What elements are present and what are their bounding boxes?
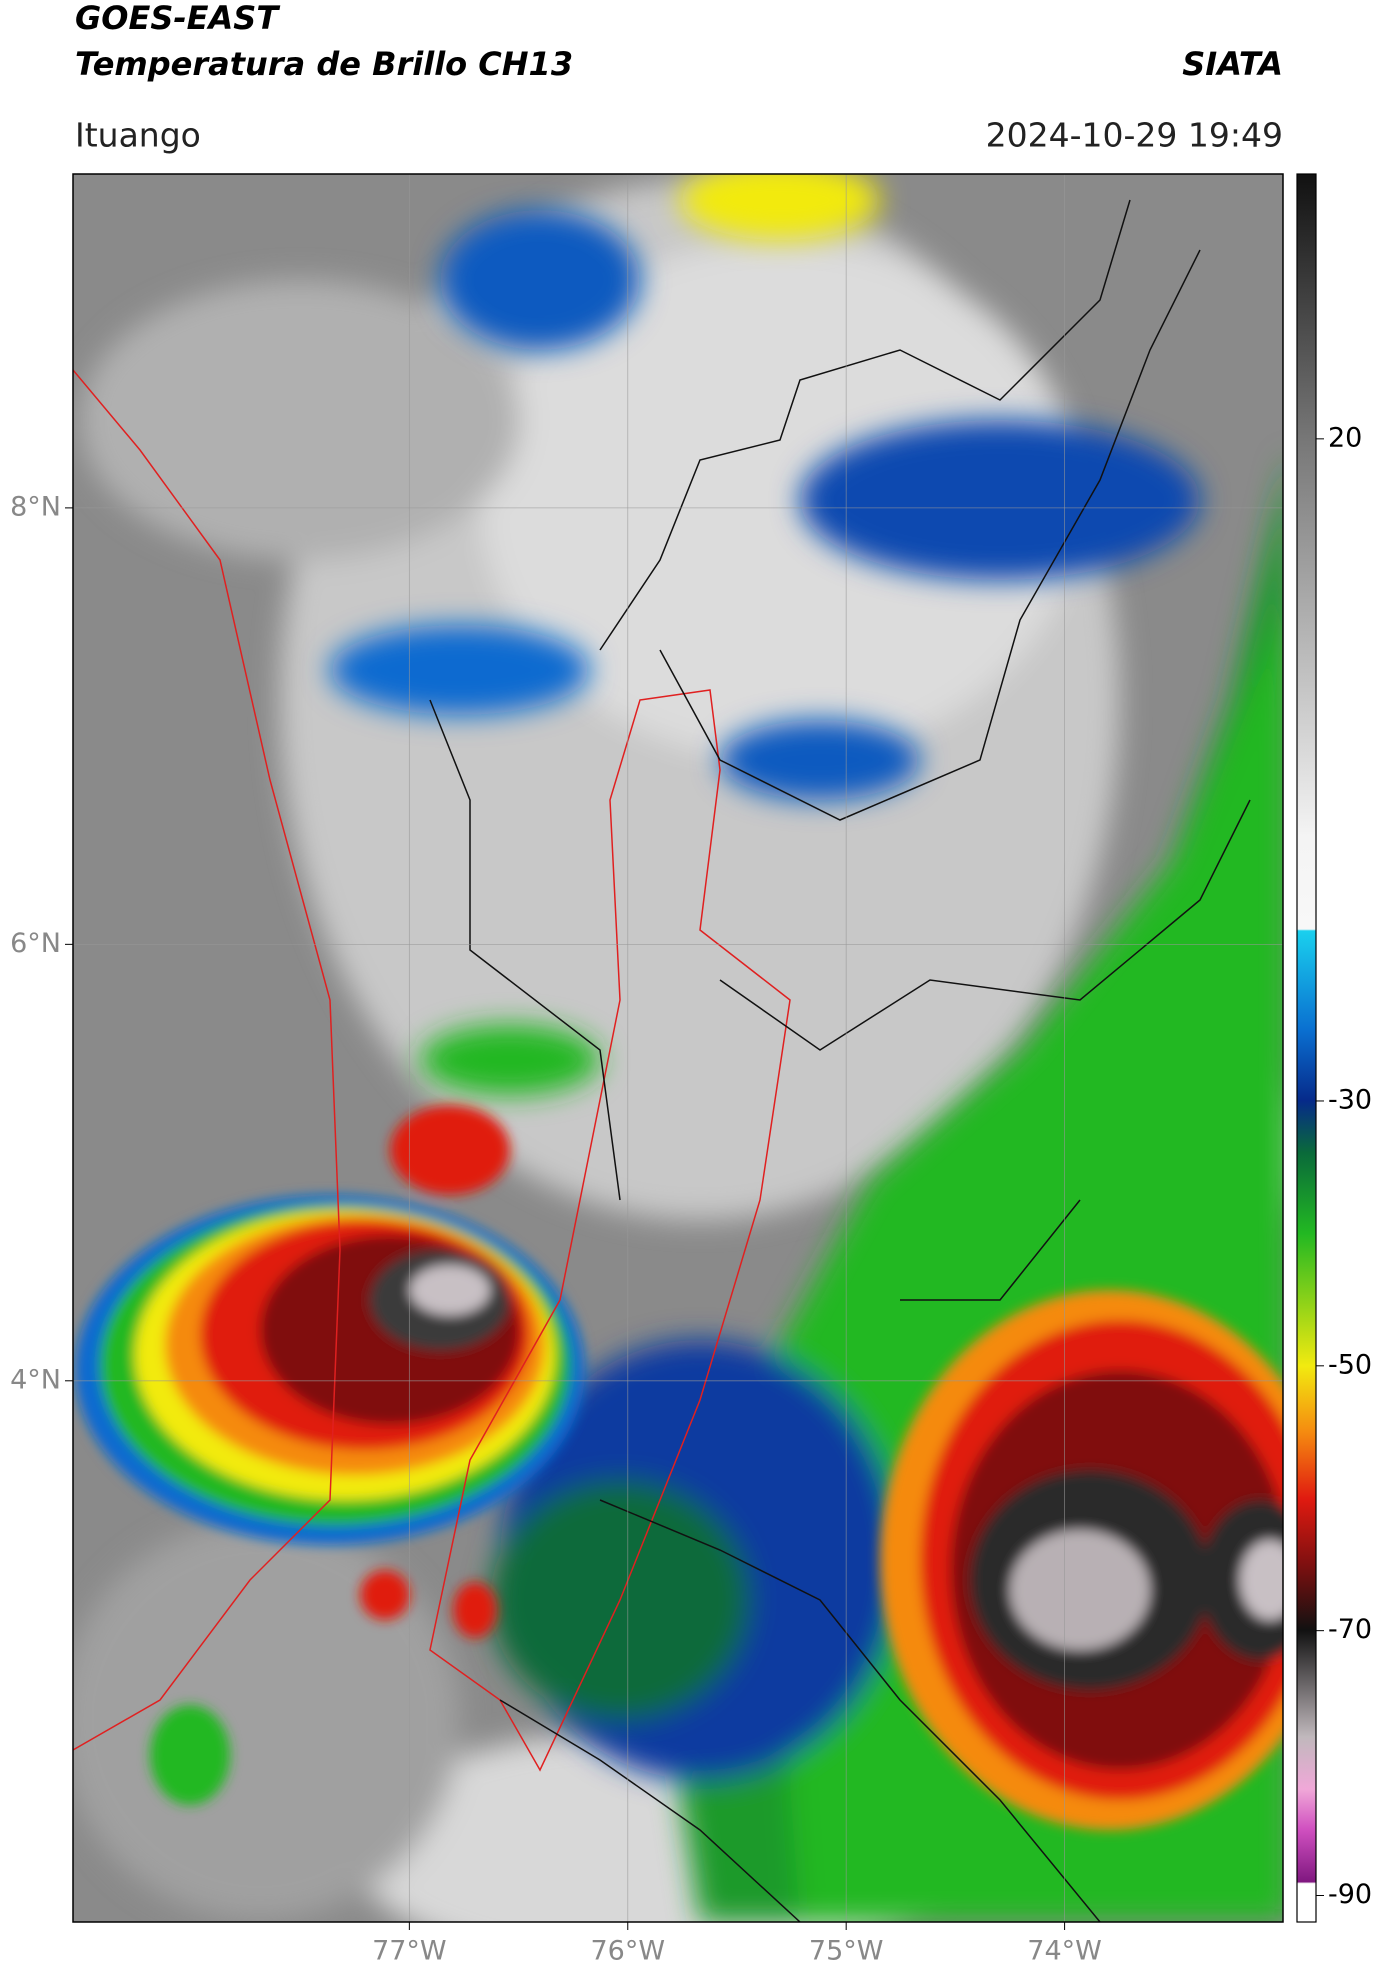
location: Ituango xyxy=(75,116,201,155)
title: GOES-EAST xyxy=(75,0,280,37)
satellite-image xyxy=(73,174,1283,1922)
x-tick-label: 74°W xyxy=(1027,1936,1102,1967)
datetime: 2024-10-29 19:49 xyxy=(986,116,1283,155)
colorbar-tick-label: -50 xyxy=(1328,1349,1372,1380)
y-tick-label: 8°N xyxy=(10,491,61,522)
map-frame xyxy=(72,173,1284,1923)
y-tick-label: 6°N xyxy=(10,928,61,959)
x-tick-label: 76°W xyxy=(590,1936,665,1967)
colorbar-tick-label: -70 xyxy=(1328,1614,1372,1645)
subtitle: Temperatura de Brillo CH13 xyxy=(75,45,573,83)
colorbar xyxy=(1296,173,1317,1923)
colorbar-tick-label: -90 xyxy=(1328,1879,1372,1910)
colorbar-tick-label: -30 xyxy=(1328,1084,1372,1115)
colorbar-tick-label: 20 xyxy=(1328,422,1362,453)
x-tick-label: 77°W xyxy=(372,1936,447,1967)
agency: SIATA xyxy=(1182,45,1283,83)
x-tick-label: 75°W xyxy=(809,1936,884,1967)
y-tick-label: 4°N xyxy=(10,1364,61,1395)
